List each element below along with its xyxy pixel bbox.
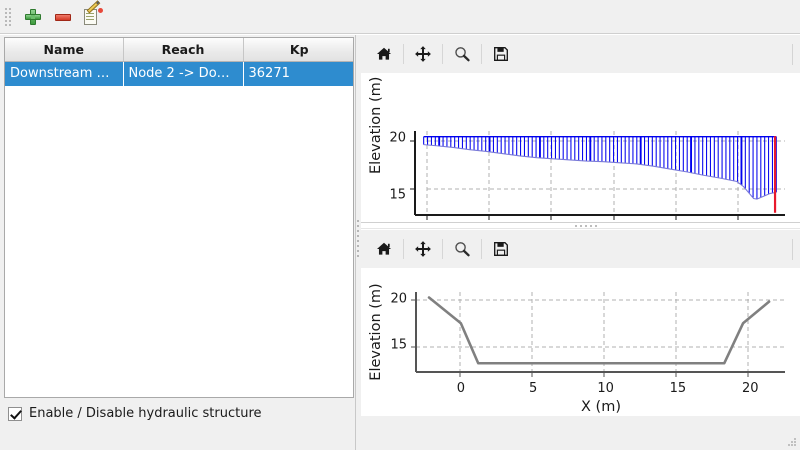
minus-icon <box>55 13 71 21</box>
pan-button[interactable] <box>408 40 438 68</box>
section-axes <box>411 292 785 377</box>
cell-kp[interactable]: 36271 <box>243 61 353 86</box>
column-header-name[interactable]: Name <box>5 38 124 62</box>
home-icon <box>376 242 392 255</box>
column-header-reach[interactable]: Reach <box>123 38 244 62</box>
toolbar-end-separator <box>792 44 793 65</box>
home-icon <box>376 47 392 60</box>
zoom-button[interactable] <box>447 40 477 68</box>
horizontal-splitter[interactable] <box>361 222 800 223</box>
splitter-line <box>355 35 356 450</box>
window-resize-grip[interactable] <box>787 437 797 447</box>
enable-structure-checkbox[interactable] <box>8 406 22 421</box>
toolbar-separator <box>442 44 443 64</box>
x-tick-label: 10 <box>597 381 614 396</box>
enable-structure-row[interactable]: Enable / Disable hydraulic structure <box>8 406 262 421</box>
home-button[interactable] <box>369 40 399 68</box>
x-tick-label: 20 <box>742 381 759 396</box>
pan-button[interactable] <box>408 235 438 263</box>
floppy-disk-icon <box>494 242 508 256</box>
zoom-button[interactable] <box>447 235 477 263</box>
cell-name[interactable]: Downstream weir <box>5 61 124 86</box>
edit-document-icon <box>84 0 103 26</box>
remove-button[interactable] <box>48 3 78 31</box>
y-tick-label: 15 <box>389 187 406 202</box>
floppy-disk-icon <box>494 47 508 61</box>
section-x-axis-label: X (m) <box>581 399 621 415</box>
magnifier-icon <box>455 47 470 62</box>
section-plot-canvas[interactable]: 15 20 0 5 10 15 20 X (m) Elevation (m) <box>361 268 800 416</box>
profile-thalweg-line <box>423 144 777 200</box>
toolbar-separator <box>403 239 404 259</box>
y-tick-label: 15 <box>390 338 407 353</box>
move-icon <box>415 46 431 62</box>
section-x-tick-labels: 0 5 10 15 20 <box>457 381 759 396</box>
column-header-kp[interactable]: Kp <box>243 38 353 62</box>
toolbar-separator <box>403 44 404 64</box>
structures-pane: Name Reach Kp Downstream weir Node 2 -> … <box>0 35 355 450</box>
vertical-splitter[interactable] <box>355 35 361 450</box>
section-y-axis-label: Elevation (m) <box>368 283 384 380</box>
magnifier-icon <box>455 242 470 257</box>
toolbar-drag-handle[interactable] <box>2 5 14 29</box>
save-button[interactable] <box>486 235 516 263</box>
x-tick-label: 15 <box>670 381 687 396</box>
x-tick-label: 5 <box>529 381 537 396</box>
profile-axes <box>410 131 785 220</box>
toolbar-divider-highlight <box>0 34 800 35</box>
structures-table[interactable]: Name Reach Kp Downstream weir Node 2 -> … <box>4 37 354 398</box>
horizontal-splitter-grip <box>575 224 601 227</box>
move-icon <box>415 241 431 257</box>
section-ground-line <box>427 296 771 365</box>
x-tick-label: 0 <box>457 381 465 396</box>
y-tick-label: 20 <box>389 131 406 146</box>
toolbar-separator <box>442 239 443 259</box>
plus-icon <box>25 9 41 25</box>
home-button[interactable] <box>369 235 399 263</box>
profile-plot-toolbar <box>361 35 800 73</box>
toolbar-separator <box>481 239 482 259</box>
main-toolbar <box>0 0 800 34</box>
toolbar-divider <box>0 33 800 34</box>
toolbar-end-separator <box>792 239 793 260</box>
save-button[interactable] <box>486 40 516 68</box>
table-header-row: Name Reach Kp <box>5 38 353 62</box>
table-row[interactable]: Downstream weir Node 2 -> Down... 36271 <box>5 61 353 86</box>
section-grid <box>416 292 785 372</box>
y-tick-label: 20 <box>390 292 407 307</box>
section-plot-toolbar <box>361 230 800 268</box>
edit-button[interactable] <box>78 0 108 31</box>
profile-cross-sections <box>423 135 777 200</box>
cell-reach[interactable]: Node 2 -> Down... <box>123 61 244 86</box>
enable-structure-label: Enable / Disable hydraulic structure <box>29 406 262 421</box>
add-button[interactable] <box>18 3 48 31</box>
splitter-grip <box>357 220 359 266</box>
horizontal-splitter-highlight <box>361 228 800 229</box>
toolbar-separator <box>481 44 482 64</box>
